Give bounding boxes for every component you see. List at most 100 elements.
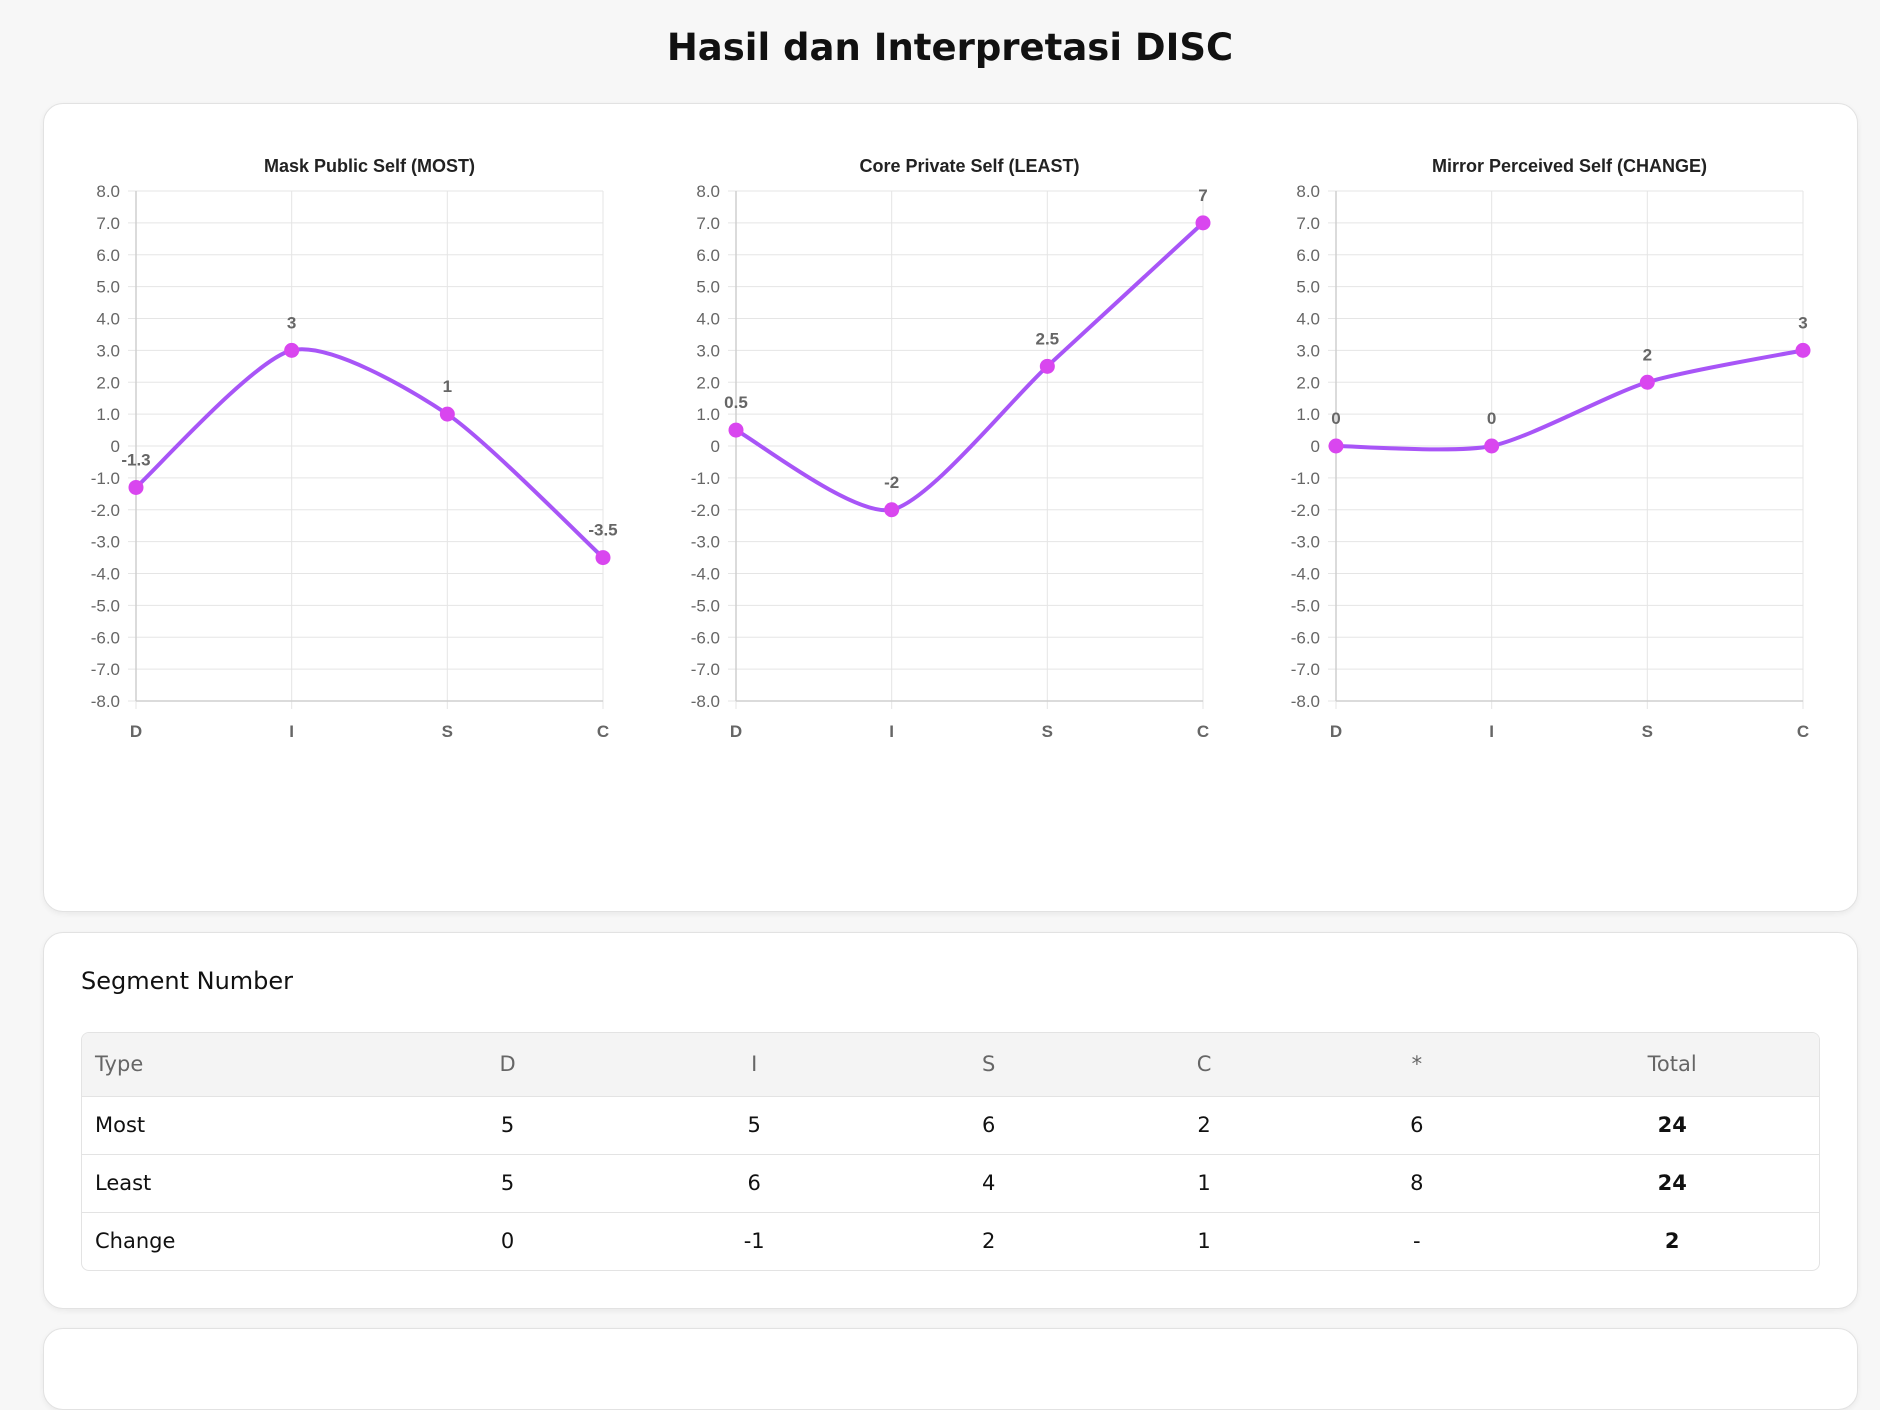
data-point [1639,374,1655,390]
cell-total: 24 [1657,1113,1687,1137]
data-point [284,342,300,358]
y-tick-label: 2.0 [696,373,720,392]
series-line [735,221,1205,513]
y-tick-label: -3.0 [91,533,120,552]
data-point [1795,342,1811,358]
data-point [1195,215,1211,231]
y-tick-label: 0 [711,437,720,456]
cell-d: 5 [500,1171,515,1195]
y-tick-label: -5.0 [691,596,720,615]
x-tick-label: I [289,722,294,741]
data-label: 2 [1643,345,1652,364]
data-point [1039,358,1055,374]
chart-title: Core Private Self (LEAST) [859,156,1079,176]
y-tick-label: 1.0 [96,405,120,424]
y-tick-label: -7.0 [691,660,720,679]
y-tick-label: 6.0 [696,246,720,265]
y-tick-label: -4.0 [91,565,120,584]
data-label: 0 [1487,409,1496,428]
data-label: 3 [1798,313,1807,332]
y-tick-label: 6.0 [1296,246,1320,265]
x-tick-label: D [1330,722,1342,741]
header-c: C [1196,1052,1212,1077]
y-tick-label: -7.0 [1291,660,1320,679]
y-tick-label: -3.0 [691,533,720,552]
y-tick-label: -2.0 [691,501,720,520]
x-tick-label: S [1642,722,1653,741]
page-title: Hasil dan Interpretasi DISC [666,26,1234,69]
row-type: Least [95,1171,152,1195]
cell-s: 4 [981,1171,996,1195]
cell-c: 1 [1197,1171,1211,1195]
y-tick-label: 2.0 [1296,373,1320,392]
data-label: -2 [884,473,899,492]
x-tick-label: C [1797,722,1809,741]
data-point [595,550,611,566]
chart-title: Mask Public Self (MOST) [264,156,475,176]
y-tick-label: -6.0 [91,628,120,647]
segment-table: Type D I S C * Total Most 5 5 6 2 6 24 [82,1033,1819,1270]
y-tick-label: 8.0 [696,182,720,201]
y-tick-label: 2.0 [96,373,120,392]
chart-title: Mirror Perceived Self (CHANGE) [1432,156,1707,176]
header-type: Type [95,1052,144,1077]
data-label: -1.3 [121,450,150,469]
y-tick-label: 5.0 [696,278,720,297]
y-tick-label: -2.0 [1291,501,1320,520]
header-star: * [1411,1052,1423,1077]
y-tick-label: -3.0 [1291,533,1320,552]
x-tick-label: S [1042,722,1053,741]
y-tick-label: 7.0 [696,214,720,233]
y-tick-label: -8.0 [1291,692,1320,711]
series-line [134,347,605,560]
table-row: Least 5 6 4 1 8 24 [82,1154,1819,1212]
y-tick-label: -5.0 [1291,596,1320,615]
segment-title: Segment Number [81,967,294,995]
cell-total: 24 [1657,1171,1687,1195]
cell-s: 2 [981,1229,996,1254]
y-tick-label: -4.0 [691,565,720,584]
y-tick-label: 1.0 [696,405,720,424]
data-point [884,502,900,518]
header-total: Total [1647,1052,1697,1077]
cell-c: 1 [1197,1229,1211,1254]
header-i: I [751,1052,758,1077]
table-header-row: Type D I S C * Total [82,1033,1819,1096]
cell-d: 5 [500,1113,515,1137]
series-line [1335,348,1804,452]
y-tick-label: -6.0 [691,628,720,647]
y-tick-label: -1.0 [691,469,720,488]
y-tick-label: 1.0 [1296,405,1320,424]
data-point [1484,438,1500,454]
data-label: 7 [1198,186,1207,205]
cell-total: 2 [1664,1229,1680,1254]
disc-charts: Mask Public Self (MOST) 8.0 7.0 6.0 5.0 4.0 3.… [91,156,1811,741]
y-tick-label: -8.0 [91,692,120,711]
y-tick-label: -1.0 [91,469,120,488]
y-tick-label: 6.0 [96,246,120,265]
data-point [1328,438,1344,454]
y-tick-label: 3.0 [1296,341,1320,360]
data-label: 0 [1331,409,1340,428]
cell-i: -1 [743,1229,765,1254]
x-tick-label: S [442,722,453,741]
cell-s: 6 [981,1113,996,1137]
table-row: Change 0 -1 2 1 - 2 [82,1212,1819,1270]
cell-i: 6 [747,1171,761,1195]
y-tick-label: -8.0 [691,692,720,711]
y-tick-label: -7.0 [91,660,120,679]
segment-card: Segment Number Type D I S C * Total Most [43,932,1858,1309]
y-tick-label: 5.0 [96,278,120,297]
y-tick-label: 7.0 [96,214,120,233]
y-tick-label: 4.0 [696,310,720,329]
y-tick-label: 4.0 [96,310,120,329]
row-type: Most [95,1113,146,1137]
header-s: S [982,1052,996,1077]
y-tick-label: 8.0 [1296,182,1320,201]
data-label: -3.5 [588,521,617,540]
data-label: 2.5 [1036,329,1060,348]
data-label: 3 [287,313,296,332]
y-tick-label: -4.0 [1291,565,1320,584]
next-section-card [43,1328,1858,1410]
data-point [728,422,744,438]
